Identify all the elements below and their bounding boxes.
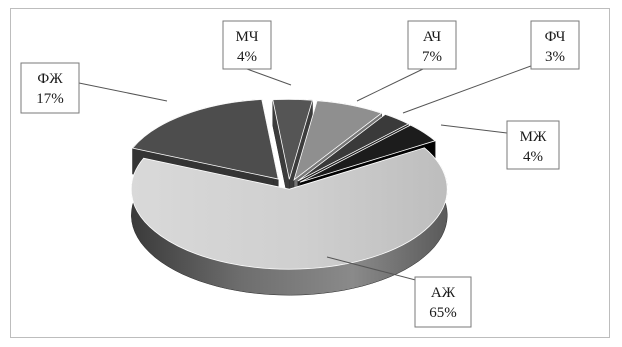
label-box-ФЖ: [20, 62, 80, 114]
data-label-АЧ: АЧ 7%: [356, 20, 457, 102]
data-label-МЖ: МЖ 4%: [440, 120, 560, 170]
leader-line-ФЧ: [402, 62, 540, 114]
label-percent: 7%: [422, 49, 442, 65]
data-labels: МЧ 4% АЧ 7% ФЧ 3% МЖ 4% АЖ 65% ФЖ 17%: [20, 20, 580, 328]
leader-line-МЖ: [440, 124, 508, 134]
label-percent: 17%: [36, 91, 64, 107]
data-label-МЧ: МЧ 4%: [222, 20, 292, 86]
leader-line-ФЖ: [78, 82, 168, 102]
slice-МЖ: [299, 124, 436, 183]
slice-tops: [130, 98, 448, 270]
slice-АЖ: [130, 147, 448, 270]
leader-line-АЖ: [326, 256, 428, 284]
leader-line-АЧ: [356, 68, 424, 102]
slice-МЧ: [272, 98, 313, 180]
label-box-АЧ: [407, 20, 457, 70]
data-label-ФЧ: ФЧ 3%: [402, 20, 580, 114]
label-box-МЖ: [506, 120, 560, 170]
label-category: ФЖ: [37, 71, 63, 87]
label-percent: 3%: [545, 49, 565, 65]
label-category: АЧ: [423, 29, 442, 45]
label-box-МЧ: [222, 20, 272, 70]
label-percent: 4%: [523, 149, 543, 165]
leader-line-МЧ: [246, 68, 292, 86]
label-box-ФЧ: [530, 20, 580, 70]
label-category: ФЧ: [545, 29, 566, 45]
label-percent: 4%: [237, 49, 257, 65]
label-box-АЖ: [414, 276, 472, 328]
pie-chart: МЧ 4% АЧ 7% ФЧ 3% МЖ 4% АЖ 65% ФЖ 17%: [20, 20, 580, 328]
slice-ФЧ: [297, 113, 410, 182]
label-category: МЖ: [520, 129, 547, 145]
data-label-АЖ: АЖ 65%: [326, 256, 472, 328]
label-percent: 65%: [429, 305, 457, 321]
chart-frame: МЧ 4% АЧ 7% ФЧ 3% МЖ 4% АЖ 65% ФЖ 17%: [10, 8, 610, 338]
label-category: МЧ: [235, 29, 258, 45]
slice-АЧ: [293, 100, 383, 181]
label-category: АЖ: [431, 285, 456, 301]
data-label-ФЖ: ФЖ 17%: [20, 62, 168, 114]
slice-ФЖ: [131, 99, 279, 180]
